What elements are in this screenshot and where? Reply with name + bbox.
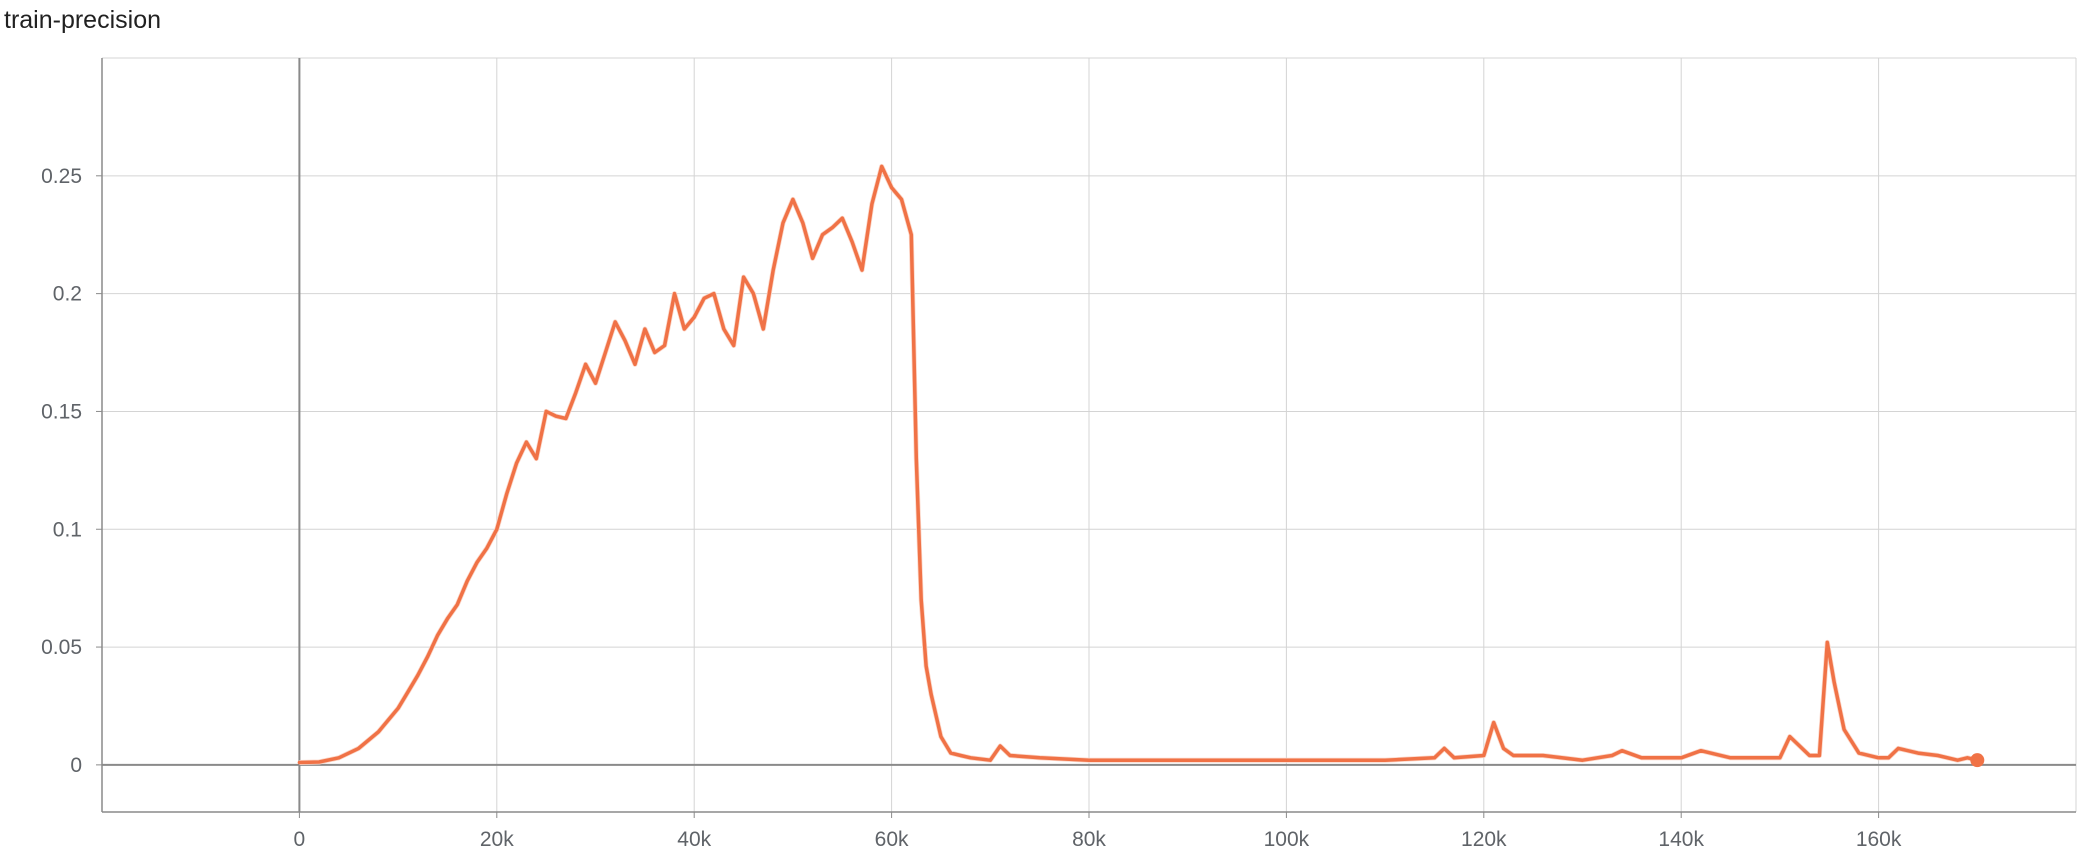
axis-layer [96, 58, 2076, 818]
y-tick-label: 0.05 [41, 636, 82, 659]
x-tick-label: 20k [480, 828, 514, 851]
chart-title: train-precision [4, 6, 162, 34]
y-tick-label: 0.25 [41, 165, 82, 188]
tick-label-layer: 0 20k 40k 60k 80k 100k 120k 140k 160k 0 0.05 0.1 0.1… [41, 165, 1902, 851]
y-tick-label: 0.1 [53, 518, 82, 541]
x-tick-label: 40k [677, 828, 711, 851]
x-tick-label: 100k [1264, 828, 1310, 851]
x-tick-label: 0 [294, 828, 306, 851]
y-tick-label: 0.15 [41, 400, 82, 423]
x-tick-label: 80k [1072, 828, 1106, 851]
y-tick-label: 0 [70, 754, 82, 777]
x-tick-label: 60k [875, 828, 909, 851]
smoothed-series-line [297, 164, 1980, 765]
y-tick-label: 0.2 [53, 283, 82, 306]
raw-series-layer [299, 163, 1978, 765]
smoothed-series-layer [297, 164, 1985, 768]
x-tick-label: 140k [1658, 828, 1704, 851]
grid-layer [102, 57, 2077, 812]
x-tick-label: 160k [1856, 828, 1902, 851]
x-tick-label: 120k [1461, 828, 1507, 851]
last-point-marker [1970, 753, 1985, 768]
raw-series-line [299, 163, 1978, 765]
